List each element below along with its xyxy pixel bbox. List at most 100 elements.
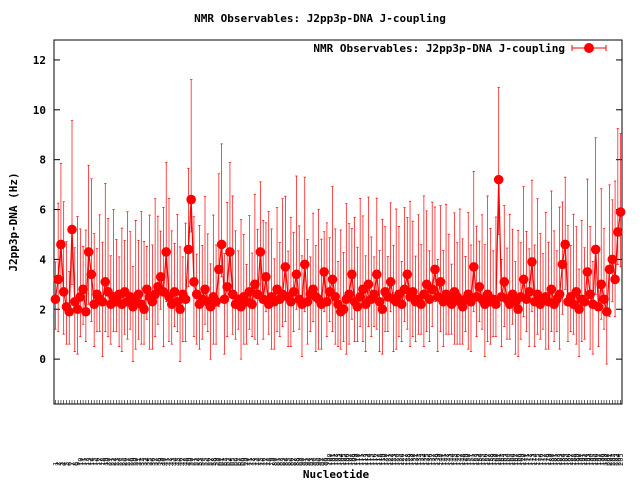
data-point [615,207,626,217]
x-tick-label: 147 [456,453,464,466]
x-tick-label: 51 [190,458,198,466]
data-point [100,277,111,287]
data-point [142,284,152,295]
data-point [139,304,149,315]
data-point [574,304,584,315]
x-tick-label: 20 [105,458,113,466]
data-point [457,301,468,312]
x-tick-label: 64 [226,458,234,466]
data-point [507,289,518,300]
data-point [604,264,615,275]
x-tick-label: 65 [229,458,237,466]
data-point [83,247,94,257]
x-tick-label: 50 [188,458,196,466]
data-point [250,279,260,290]
x-tick-label: 195 [589,453,597,466]
x-tick-label: 62 [221,458,229,466]
x-tick-label: 4 [60,462,68,466]
data-point [582,267,593,277]
x-tick-label: 161 [495,453,503,466]
legend-marker [584,43,594,53]
x-tick-label: 154 [476,453,484,466]
x-tick-label: 75 [257,458,265,466]
data-point [546,284,557,295]
x-tick-label: 49 [185,458,193,466]
x-tick-label: 17 [96,458,104,466]
data-point [571,287,582,297]
data-point [133,289,144,300]
data-point [97,296,108,307]
x-tick-label: 90 [298,458,306,466]
x-tick-label: 57 [207,458,215,466]
x-tick-label: 122 [387,453,395,466]
x-tick-label: 54 [199,458,207,466]
y-tick-label: 4 [39,253,46,266]
x-tick-label: 105 [340,453,348,466]
x-tick-label: 151 [467,453,475,466]
x-tick-label: 139 [434,453,442,466]
x-tick-label: 128 [404,453,412,466]
x-tick-label: 131 [412,453,420,466]
x-tick-label: 130 [409,453,417,466]
x-tick-label: 205 [617,453,625,466]
x-tick-label: 99 [323,458,331,466]
x-tick-label: 25 [118,458,126,466]
x-tick-label: 191 [578,453,586,466]
data-point [214,264,224,275]
x-tick-label: 200 [603,453,611,466]
x-tick-label: 187 [567,453,575,466]
x-tick-label: 26 [121,458,129,466]
data-point [369,289,379,300]
x-tick-label: 97 [318,458,326,466]
x-tick-label: 177 [540,453,548,466]
x-tick-label: 42 [165,458,173,466]
x-tick-label: 3 [57,462,65,466]
x-axis-tick-labels: 1234567891011121314151617181920212223242… [52,453,625,466]
x-tick-label: 84 [282,458,290,466]
data-point [322,296,332,307]
x-tick-label: 56 [204,458,212,466]
data-point [557,259,568,270]
x-tick-label: 150 [465,453,473,466]
x-tick-label: 133 [418,453,426,466]
data-point [155,272,166,282]
x-tick-label: 168 [515,453,523,466]
x-tick-label: 39 [157,458,165,466]
x-tick-label: 40 [160,458,168,466]
data-point [463,289,474,300]
x-tick-label: 169 [517,453,525,466]
data-point [56,239,66,250]
x-tick-label: 48 [182,458,190,466]
x-tick-label: 114 [365,453,373,466]
x-tick-label: 179 [545,453,553,466]
data-point [468,262,479,272]
data-point [521,294,532,305]
x-tick-label: 155 [479,453,487,466]
y-tick-label: 6 [39,204,46,217]
x-tick-label: 167 [512,453,520,466]
x-tick-label: 47 [179,458,187,466]
x-tick-label: 61 [218,458,226,466]
data-point [427,284,438,295]
y-tick-label: 12 [33,54,46,67]
x-tick-label: 78 [265,458,273,466]
x-tick-label: 5 [63,462,71,466]
data-point [347,269,357,280]
data-point [338,304,349,315]
x-tick-label: 136 [426,453,434,466]
data-point [302,296,313,307]
x-tick-label: 67 [235,458,243,466]
x-tick-label: 126 [398,453,406,466]
y-tick-label: 2 [39,303,46,316]
data-point [377,304,388,315]
data-point [286,296,296,307]
data-point [261,272,271,282]
data-point [189,277,199,287]
data-point [175,304,185,315]
x-tick-label: 138 [431,453,439,466]
data-point [299,259,310,270]
x-tick-label: 110 [354,453,362,466]
x-tick-label: 180 [548,453,556,466]
x-tick-label: 68 [238,458,246,466]
data-point [599,294,609,305]
